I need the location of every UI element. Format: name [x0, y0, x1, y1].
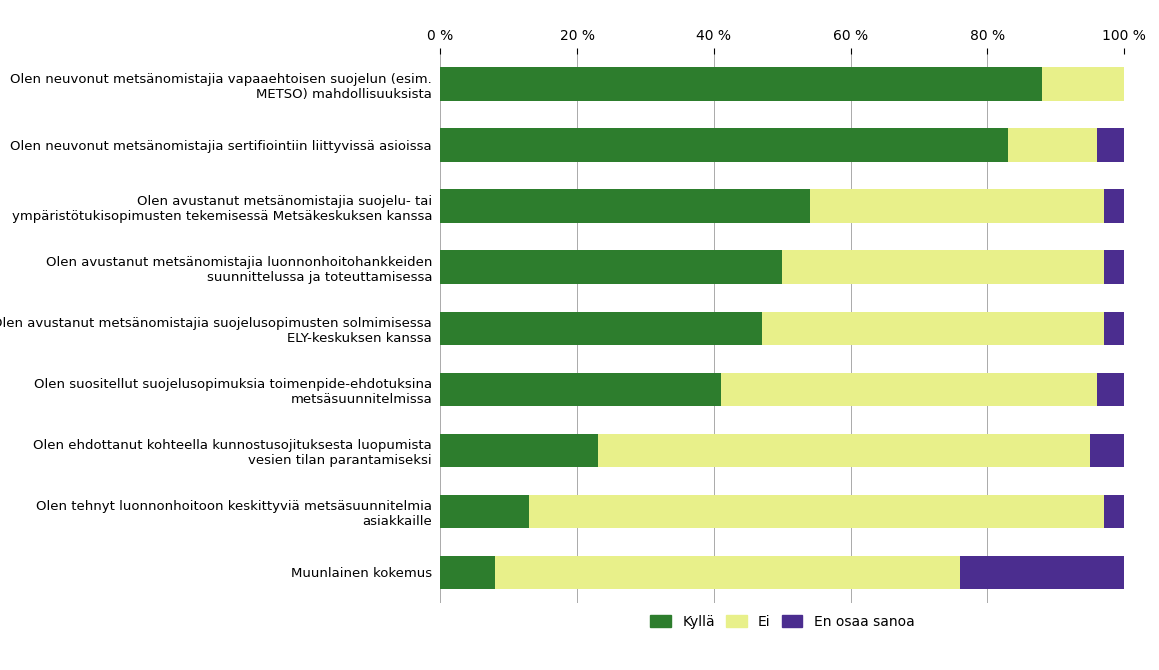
Bar: [440, 190, 810, 223]
Bar: [1103, 190, 1124, 223]
Bar: [721, 373, 1096, 406]
Bar: [960, 555, 1124, 590]
Bar: [440, 251, 782, 284]
Bar: [782, 251, 1103, 284]
Bar: [1008, 129, 1096, 162]
Bar: [1103, 494, 1124, 528]
Bar: [495, 555, 960, 590]
Bar: [1103, 251, 1124, 284]
Bar: [1042, 68, 1124, 101]
Legend: Kyllä, Ei, En osaa sanoa: Kyllä, Ei, En osaa sanoa: [644, 610, 920, 634]
Bar: [440, 129, 1008, 162]
Bar: [810, 190, 1103, 223]
Bar: [440, 555, 495, 590]
Bar: [440, 433, 598, 467]
Bar: [1096, 129, 1124, 162]
Bar: [530, 494, 1103, 528]
Bar: [1103, 312, 1124, 345]
Bar: [1091, 433, 1124, 467]
Bar: [440, 312, 761, 345]
Bar: [761, 312, 1103, 345]
Bar: [440, 494, 530, 528]
Bar: [440, 68, 1042, 101]
Bar: [440, 373, 721, 406]
Bar: [1096, 373, 1124, 406]
Bar: [598, 433, 1091, 467]
